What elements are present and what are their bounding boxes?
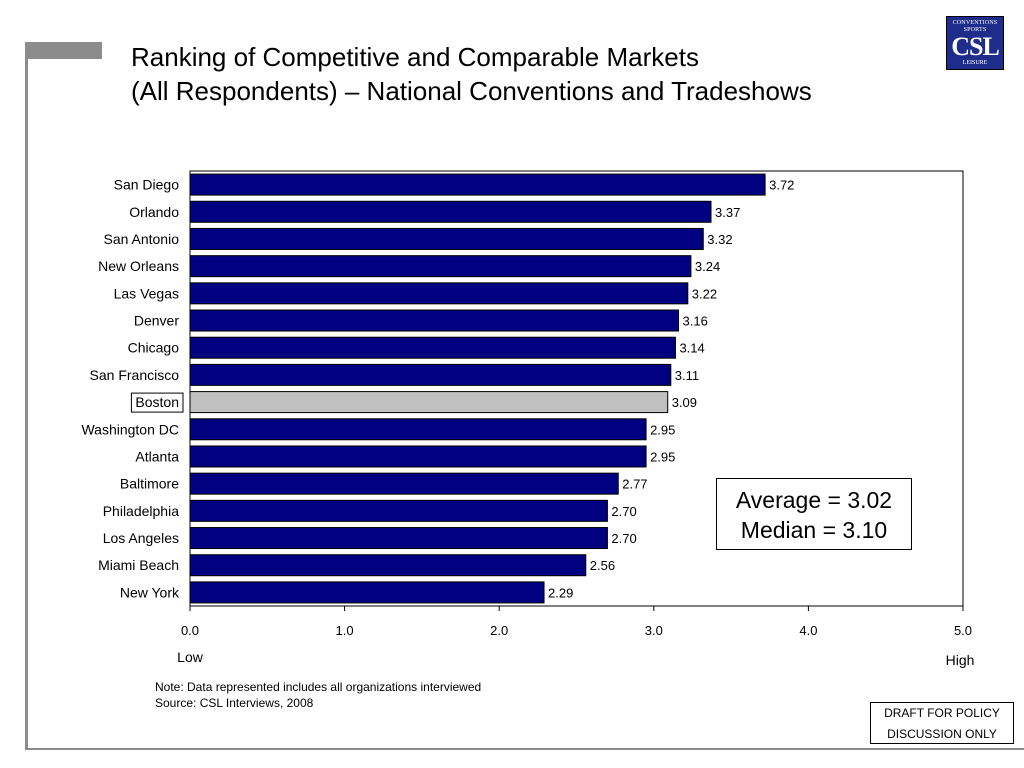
x-high-label: High	[946, 652, 975, 668]
bar-miami-beach	[189, 554, 587, 577]
bar-san-antonio	[189, 227, 704, 250]
bar-boston	[189, 391, 669, 414]
category-label: Atlanta	[135, 448, 179, 464]
x-tick-label: 0.0	[181, 623, 199, 638]
category-label: New York	[120, 584, 180, 600]
bottom-frame-line	[25, 748, 1024, 750]
x-tick-label: 2.0	[490, 623, 508, 638]
bar-value-label: 2.95	[650, 422, 675, 437]
x-low-label: Low	[177, 649, 204, 665]
bar-baltimore	[189, 472, 619, 495]
bar-value-label: 2.77	[622, 477, 647, 492]
x-tick-label: 3.0	[645, 623, 663, 638]
highlight-label-box	[130, 392, 184, 413]
x-tick-label: 5.0	[954, 623, 972, 638]
bar-value-label: 2.56	[590, 558, 615, 573]
logo-bottom-text: LEISURE	[962, 60, 988, 66]
bar-value-label: 3.16	[683, 314, 708, 329]
bar-chicago	[189, 336, 676, 359]
note-text: Note: Data represented includes all orga…	[155, 680, 482, 694]
slide-title-line-2: (All Respondents) – National Conventions…	[131, 76, 812, 106]
category-label: New Orleans	[98, 258, 179, 274]
category-label: Chicago	[128, 340, 180, 356]
category-label: Los Angeles	[103, 530, 179, 546]
category-label: Philadelphia	[103, 503, 179, 519]
category-label: Orlando	[129, 204, 179, 220]
bar-new-orleans	[189, 255, 692, 278]
bar-value-label: 3.09	[672, 395, 697, 410]
bar-value-label: 3.22	[692, 286, 717, 301]
bar-value-label: 2.70	[611, 504, 636, 519]
header-accent-bar	[25, 42, 102, 59]
category-label: San Antonio	[103, 231, 179, 247]
bar-philadelphia	[189, 499, 608, 522]
bar-value-label: 3.37	[715, 205, 740, 220]
bar-las-vegas	[189, 282, 689, 305]
bar-value-label: 3.24	[695, 259, 720, 274]
category-label: Baltimore	[120, 476, 179, 492]
slide-title: Ranking of Competitive and Comparable Ma…	[131, 40, 812, 108]
logo-main-text: CSL	[951, 32, 1000, 61]
x-tick-label: 1.0	[336, 623, 354, 638]
source-text: Source: CSL Interviews, 2008	[155, 696, 314, 710]
bar-san-diego	[189, 173, 766, 196]
logo-top-text: CONVENTIONS SPORTS	[952, 20, 998, 33]
x-tick-label: 4.0	[799, 623, 817, 638]
median-label: Median = 3.10	[740, 517, 888, 543]
draft-stamp: DRAFT FOR POLICY DISCUSSION ONLY	[870, 702, 1014, 744]
bar-value-label: 2.70	[611, 531, 636, 546]
category-label: Denver	[134, 313, 179, 329]
draft-line-1: DRAFT FOR POLICY	[884, 706, 1000, 720]
bar-value-label: 2.95	[650, 449, 675, 464]
stats-box: Average = 3.02 Median = 3.10	[716, 478, 912, 550]
bar-value-label: 3.11	[675, 368, 699, 383]
category-label: San Diego	[114, 177, 180, 193]
bar-value-label: 3.14	[679, 341, 704, 356]
left-frame-line	[25, 42, 28, 750]
slide-title-line-1: Ranking of Competitive and Comparable Ma…	[131, 42, 699, 72]
category-label: Washington DC	[81, 421, 179, 437]
bar-value-label: 3.32	[707, 232, 732, 247]
bar-denver	[189, 309, 680, 332]
bar-washington-dc	[189, 418, 647, 441]
bar-los-angeles	[189, 527, 608, 550]
draft-line-2: DISCUSSION ONLY	[887, 727, 997, 741]
category-label: Miami Beach	[98, 557, 179, 573]
average-label: Average = 3.02	[735, 487, 893, 513]
category-label: Boston	[135, 394, 179, 410]
bar-value-label: 3.72	[769, 178, 794, 193]
bar-atlanta	[189, 445, 647, 468]
bar-san-francisco	[189, 363, 672, 386]
footnote: Note: Data represented includes all orga…	[155, 679, 481, 711]
bar-new-york	[189, 581, 545, 604]
bar-orlando	[189, 200, 712, 223]
category-label: San Francisco	[90, 367, 180, 383]
bar-value-label: 2.29	[548, 585, 573, 600]
csl-logo: CONVENTIONS SPORTS CSL LEISURE	[946, 16, 1004, 70]
category-label: Las Vegas	[114, 285, 179, 301]
